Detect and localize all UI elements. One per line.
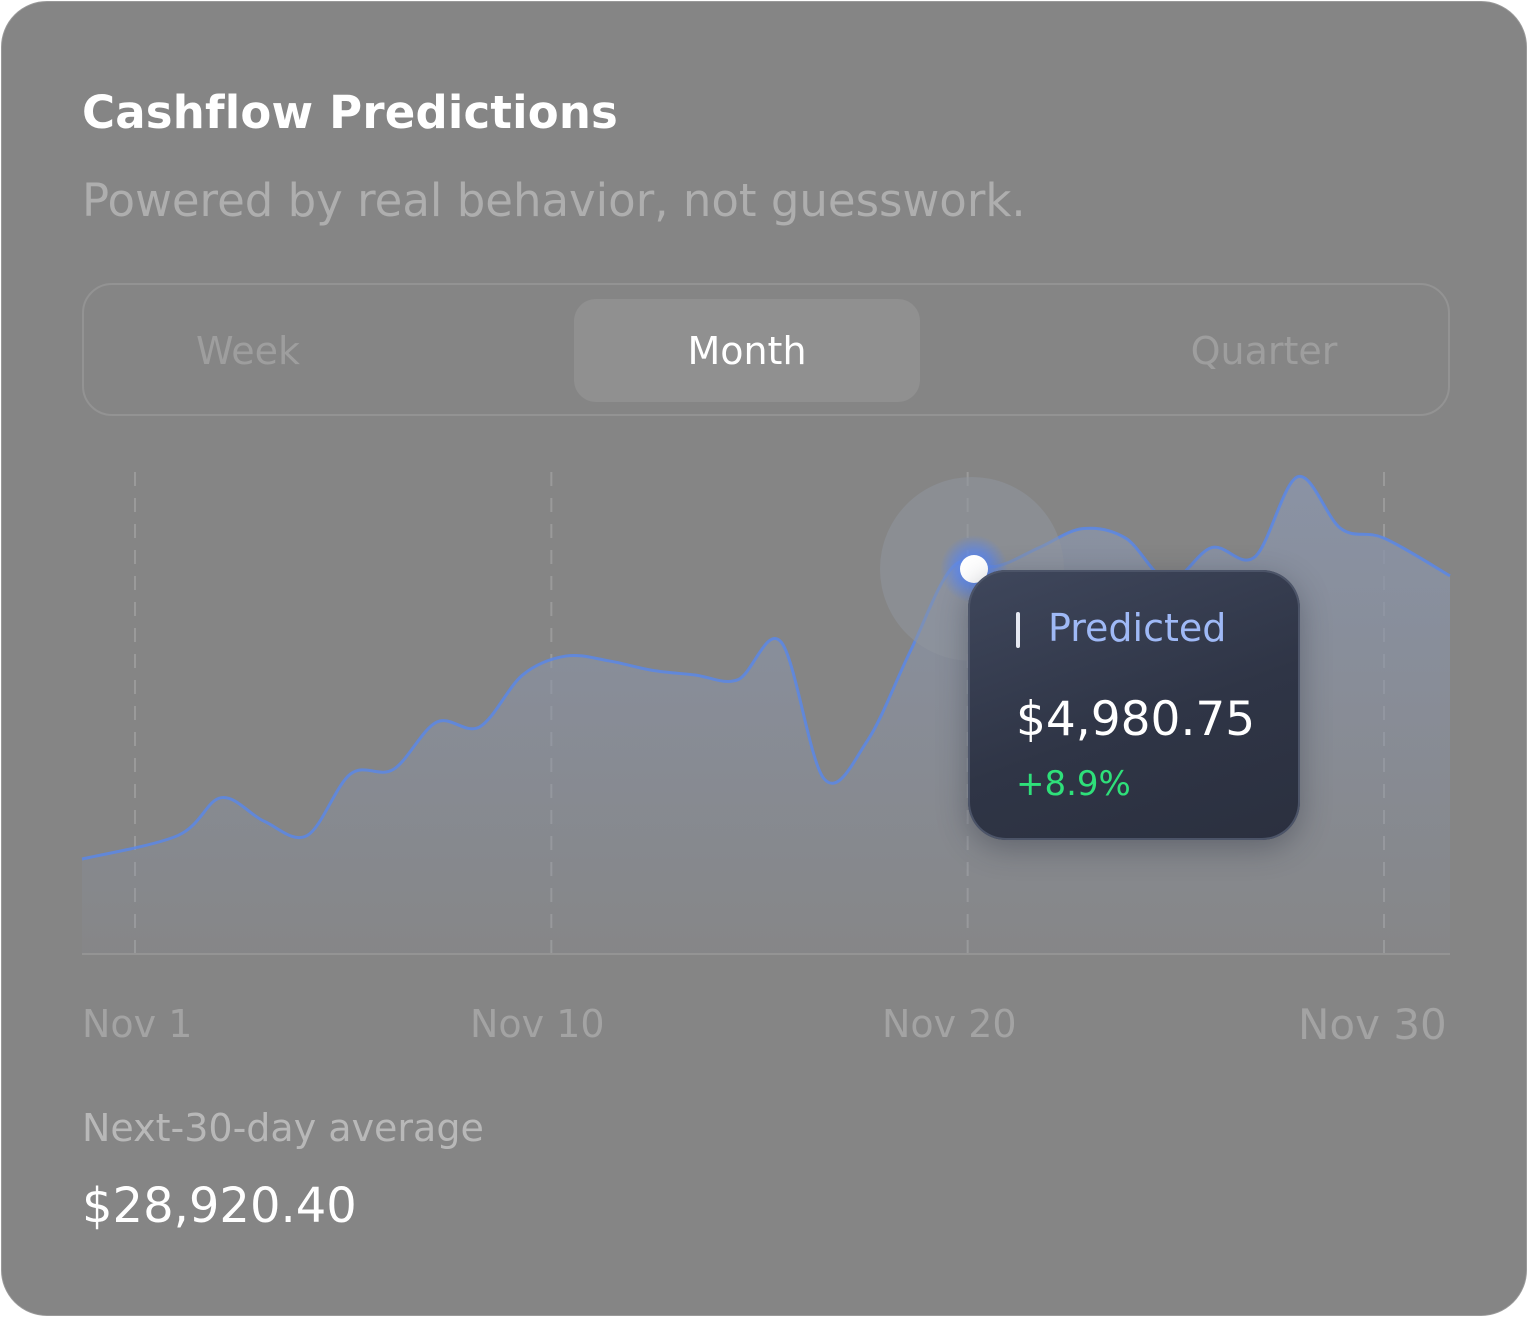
x-tick-label: Nov 20 (882, 1002, 1017, 1046)
tooltip-label: Predicted (1048, 606, 1227, 650)
x-tick-label: Nov 10 (470, 1002, 605, 1046)
tooltip-value: $4,980.75 (1016, 692, 1256, 747)
chart-series-line (81, 475, 1451, 861)
x-tick-label: Nov 1 (82, 1002, 193, 1046)
tab-quarter[interactable]: Quarter (1190, 328, 1338, 373)
average-value: $28,920.40 (82, 1178, 357, 1234)
x-tick-label: Nov 30 (1298, 1000, 1447, 1049)
tooltip-marker (1016, 612, 1020, 648)
card-subtitle: Powered by real behavior, not guesswork. (82, 174, 1026, 227)
prediction-tooltip: Predicted $4,980.75 +8.9% (968, 570, 1300, 840)
tooltip-change: +8.9% (1016, 764, 1131, 804)
period-tabs: Week Month Quarter (82, 283, 1450, 416)
tab-week[interactable]: Week (195, 328, 301, 373)
card-title: Cashflow Predictions (82, 86, 619, 139)
highlight-point[interactable] (960, 555, 988, 583)
tab-month[interactable]: Month (574, 299, 920, 402)
average-label: Next-30-day average (82, 1106, 484, 1150)
